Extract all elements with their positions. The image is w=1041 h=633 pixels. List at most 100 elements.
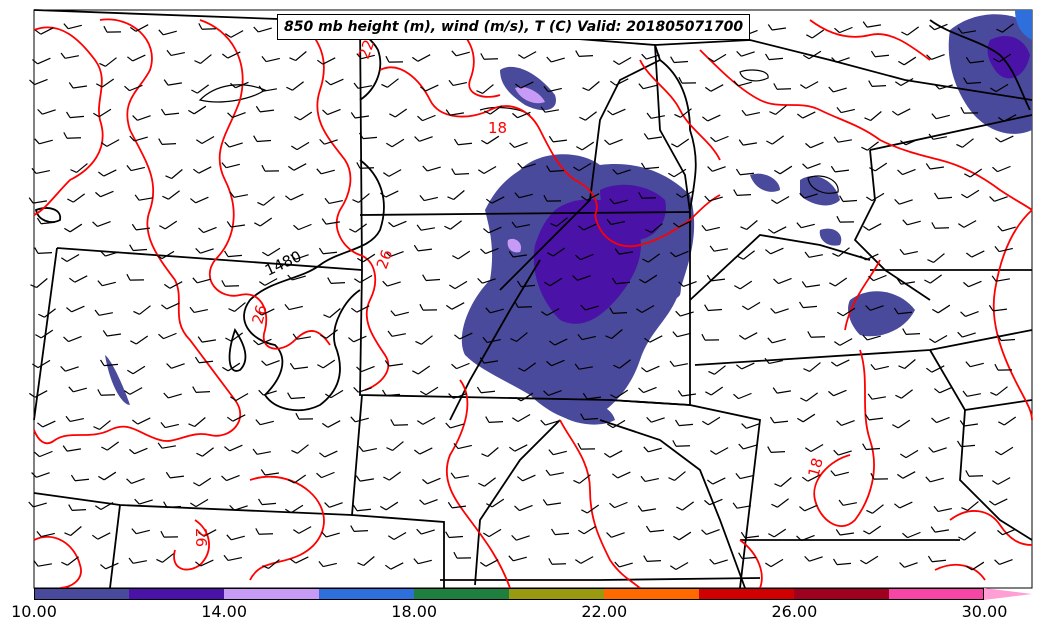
wind-barb xyxy=(988,304,1008,312)
wind-barb xyxy=(316,168,335,175)
wind-barb xyxy=(671,138,690,148)
wind-barb xyxy=(517,280,536,288)
wind-barb xyxy=(894,501,913,509)
wind-barb xyxy=(416,528,435,535)
wind-barb xyxy=(895,389,913,399)
wind-barb xyxy=(63,335,82,343)
wind-barb xyxy=(997,528,1016,536)
wind-barb xyxy=(193,477,212,487)
wind-barb xyxy=(542,499,562,506)
wind-barb xyxy=(992,477,1011,485)
wind-barb xyxy=(66,111,85,119)
wind-barb xyxy=(645,223,663,233)
wind-barb xyxy=(484,105,503,115)
wind-barb xyxy=(132,115,151,121)
wind-barb xyxy=(735,168,755,176)
wind-barb xyxy=(29,78,48,86)
wind-barb xyxy=(668,471,686,481)
wind-barb xyxy=(385,55,404,63)
wind-barb xyxy=(101,139,120,147)
wind-barb xyxy=(165,471,185,479)
wind-barb xyxy=(358,445,377,453)
wind-barb xyxy=(673,220,692,228)
wind-barb xyxy=(163,392,182,399)
wind-barb xyxy=(768,226,787,234)
wind-barb xyxy=(863,525,882,535)
wind-barb xyxy=(800,81,819,89)
wind-barb xyxy=(801,281,821,288)
wind-barb xyxy=(804,251,823,258)
wind-barb xyxy=(417,114,436,122)
wind-barb xyxy=(707,166,726,172)
wind-barb xyxy=(959,420,979,427)
wind-barb xyxy=(830,470,849,477)
wind-barb xyxy=(833,136,852,143)
wind-barb xyxy=(93,420,111,430)
wind-barb xyxy=(66,305,85,313)
wind-barb xyxy=(764,357,783,365)
wind-barb xyxy=(771,498,789,508)
wind-barb xyxy=(897,168,916,176)
wind-barb xyxy=(188,417,206,428)
wind-barb xyxy=(381,78,399,88)
wind-barb xyxy=(290,556,309,564)
wind-barb xyxy=(574,363,593,370)
wind-barb xyxy=(319,138,338,145)
wind-barb xyxy=(415,335,433,345)
wind-barb xyxy=(515,81,534,89)
wind-barb xyxy=(318,247,338,255)
wind-barb xyxy=(963,77,982,85)
wind-barb xyxy=(610,389,629,399)
wind-barb xyxy=(67,193,86,203)
wind-barb xyxy=(131,528,150,535)
wind-barb xyxy=(287,392,306,400)
wind-barb xyxy=(767,24,787,31)
wind-barb xyxy=(708,365,726,375)
wind-barb xyxy=(65,415,84,423)
temp-contour-label-26-south: 26 xyxy=(192,528,210,547)
wind-barb xyxy=(670,56,689,64)
wind-barb xyxy=(101,441,120,451)
wind-barb xyxy=(382,389,401,397)
wind-barb xyxy=(870,364,889,371)
wind-barb xyxy=(262,559,280,569)
wind-barb xyxy=(961,501,979,511)
wind-barb xyxy=(386,138,405,148)
wind-barb xyxy=(159,220,178,230)
wind-barb xyxy=(802,163,821,169)
wind-barb xyxy=(898,359,916,370)
wind-barb xyxy=(902,531,921,539)
wind-barb xyxy=(732,502,751,509)
wind-barb xyxy=(606,532,625,538)
wind-barb xyxy=(765,558,784,568)
wind-barb xyxy=(828,389,847,397)
wind-barb xyxy=(198,529,217,537)
wind-barb xyxy=(34,247,53,254)
wind-barb xyxy=(129,135,148,142)
wind-barb xyxy=(774,477,792,488)
wind-barb xyxy=(253,26,272,33)
wind-barb xyxy=(165,169,183,180)
wind-barb xyxy=(605,329,623,340)
wind-barb xyxy=(222,51,241,59)
wind-barb xyxy=(413,558,432,565)
wind-barb xyxy=(836,107,855,114)
wind-barb xyxy=(97,389,116,396)
colorbar-extend-arrow xyxy=(984,588,1032,600)
wind-barb xyxy=(768,528,787,538)
wind-barb xyxy=(386,441,404,451)
wind-barb xyxy=(325,389,344,399)
wind-barb xyxy=(901,26,920,36)
wind-barb xyxy=(862,443,881,451)
wind-barb xyxy=(837,307,856,317)
wind-barb xyxy=(582,392,602,400)
wind-barb xyxy=(733,392,752,400)
colorbar-segment xyxy=(699,588,795,600)
wind-barb xyxy=(416,224,435,231)
wind-barb xyxy=(126,273,145,281)
wind-barb xyxy=(897,471,916,479)
wind-barb xyxy=(225,30,244,38)
wind-barb xyxy=(158,332,177,340)
wind-barb xyxy=(736,362,755,370)
wind-barb xyxy=(836,215,855,223)
